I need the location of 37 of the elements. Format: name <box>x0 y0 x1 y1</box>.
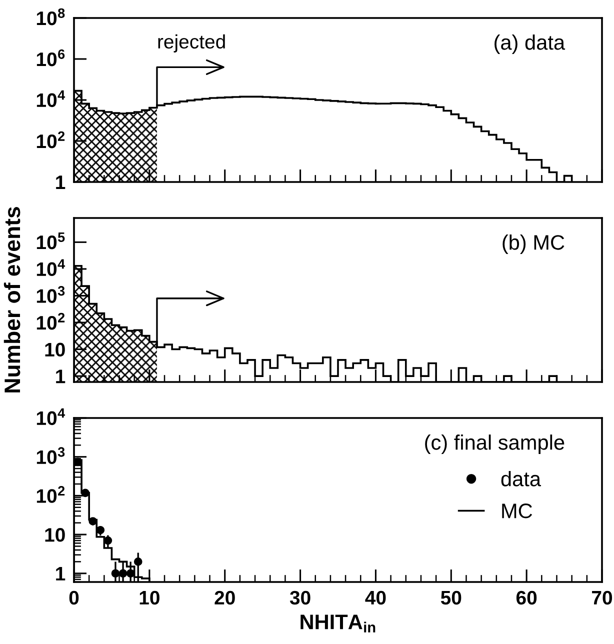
point <box>88 517 98 526</box>
y-tick-label: 10$^{4}$ <box>36 259 66 276</box>
x-tick-label: 0 <box>69 590 79 605</box>
y-tick-label: 10$^{8}$ <box>36 8 65 26</box>
x-tick-label: 10 <box>140 590 160 605</box>
y-tick-label: 10$^{5}$ <box>36 232 65 250</box>
point <box>111 569 120 578</box>
y-tick-label: 1 <box>56 370 66 384</box>
text: (a) data <box>494 34 566 54</box>
y-tick-label: 10$^{3}$ <box>36 286 65 303</box>
x-tick-label: 20 <box>214 590 235 605</box>
x-tick-label: 30 <box>290 590 310 605</box>
y-tick-label: 10$^{6}$ <box>36 49 65 66</box>
y-tick-label: 10$^{2}$ <box>36 486 65 503</box>
y-tick-label: 10$^{4}$ <box>36 90 66 108</box>
text: (c) final sample <box>425 434 564 454</box>
y-tick-label: 10$^{2}$ <box>36 312 65 330</box>
x-tick-label: 70 <box>592 590 612 605</box>
y-tick-label: 10 <box>45 342 65 357</box>
text: (b) MC <box>502 234 564 254</box>
x-axis-title: NHITA$_{in}$ <box>300 614 376 632</box>
x-tick-label: 40 <box>365 590 386 605</box>
x-tick-label: 50 <box>440 590 462 605</box>
y-tick-label: 1 <box>56 176 66 190</box>
x-tick-label: 60 <box>516 590 537 605</box>
y-tick-label: 1 <box>56 567 66 580</box>
legend-label: data <box>501 471 542 486</box>
legend-label: MC <box>502 504 532 518</box>
annotation: rejected <box>158 34 225 52</box>
point <box>118 569 128 578</box>
y-tick-label: 10$^{3}$ <box>36 447 65 464</box>
y-axis-title: Number of events <box>4 207 20 392</box>
y-tick-label: 10$^{4}$ <box>36 408 66 426</box>
point <box>134 558 142 566</box>
point <box>81 488 90 498</box>
y-tick-label: 10$^{2}$ <box>36 131 65 148</box>
y-tick-label: 10 <box>45 528 65 542</box>
